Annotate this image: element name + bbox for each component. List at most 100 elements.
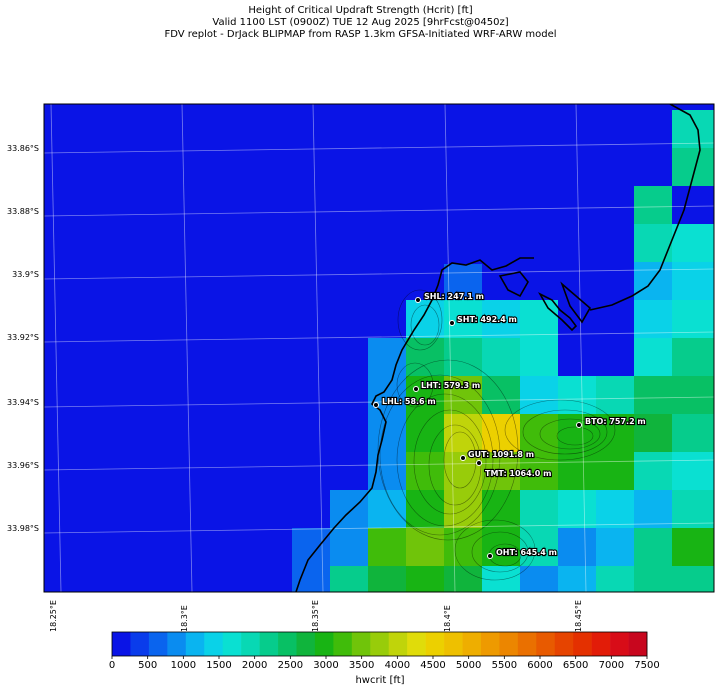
hcrit-cell <box>558 528 596 566</box>
longitude-gridline <box>444 104 456 592</box>
lat-tick-label: 33.86°S <box>7 144 39 153</box>
lat-tick-label: 33.98°S <box>7 524 39 533</box>
latitude-gridline <box>44 331 714 343</box>
station-label: OHT: 645.4 m <box>496 548 557 557</box>
colorbar-tick-label: 6000 <box>527 660 553 671</box>
hcrit-cell <box>368 338 406 376</box>
colorbar-swatch <box>628 632 648 656</box>
hcrit-cell <box>596 414 634 452</box>
colorbar-tick-label: 1500 <box>206 660 232 671</box>
hcrit-cell <box>596 566 634 592</box>
station-label: LHT: 579.3 m <box>421 381 480 390</box>
hcrit-cell <box>330 566 368 592</box>
hcrit-cell <box>672 490 714 528</box>
colorbar-tick-label: 6500 <box>562 660 589 671</box>
longitude-gridline <box>181 104 193 592</box>
station-marker <box>373 402 379 408</box>
contour-line <box>379 374 501 536</box>
hcrit-cell <box>406 490 444 528</box>
hcrit-cell <box>482 414 520 452</box>
hcrit-cell <box>558 490 596 528</box>
colorbar-tick-label: 4500 <box>420 660 446 671</box>
hcrit-cell <box>634 186 672 224</box>
colorbar-swatch <box>517 632 537 656</box>
hcrit-cell <box>406 414 444 452</box>
colorbar-tick-label: 3500 <box>348 660 375 671</box>
colorbar-swatch <box>425 632 445 656</box>
hcrit-cell <box>406 338 444 376</box>
contour-line <box>397 289 443 351</box>
lon-tick-label: 18.3°E <box>180 605 189 632</box>
colorbar-tick-label: 7000 <box>598 660 625 671</box>
hcrit-cell <box>444 490 482 528</box>
colorbar-swatch <box>112 632 131 656</box>
hcrit-cell <box>558 566 596 592</box>
hcrit-cell <box>444 528 482 566</box>
station-label: GUT: 1091.8 m <box>468 450 534 459</box>
colorbar-tick-label: 5000 <box>455 660 482 671</box>
hcrit-cell <box>558 376 596 414</box>
hcrit-cell <box>520 338 558 376</box>
lon-tick-label: 18.4°E <box>443 605 452 632</box>
hcrit-cell <box>368 566 406 592</box>
lat-tick-label: 33.9°S <box>12 270 39 279</box>
colorbar-swatch <box>278 632 297 656</box>
hcrit-cell <box>482 566 520 592</box>
colorbar-swatch <box>222 632 242 656</box>
colorbar-swatch <box>591 632 611 656</box>
hcrit-cell <box>596 452 634 490</box>
colorbar-swatch <box>573 632 592 656</box>
contour-line <box>377 359 519 541</box>
hcrit-cell <box>520 414 558 452</box>
hcrit-cell <box>482 376 520 414</box>
station-marker <box>576 422 582 428</box>
colorbar-swatch <box>204 632 223 656</box>
hcrit-cell <box>520 452 558 490</box>
colorbar-swatch <box>610 632 629 656</box>
hcrit-cell <box>482 452 520 490</box>
hcrit-cell <box>672 110 714 148</box>
title-line-2: Valid 1100 LST (0900Z) TUE 12 Aug 2025 [… <box>212 17 509 28</box>
hcrit-cell <box>444 566 482 592</box>
colorbar-tick-label: 1000 <box>170 660 197 671</box>
station-marker <box>413 386 419 392</box>
hcrit-cell <box>520 490 558 528</box>
hcrit-cell <box>520 566 558 592</box>
lat-tick-label: 33.94°S <box>7 398 39 407</box>
hcrit-cell <box>444 300 482 338</box>
hcrit-cell <box>634 376 714 414</box>
longitude-gridline <box>50 104 62 592</box>
hcrit-cell <box>482 528 520 566</box>
lon-tick-label: 18.35°E <box>311 600 320 632</box>
colorbar-swatch <box>259 632 279 656</box>
hcrit-cell <box>634 490 672 528</box>
colorbar-swatch <box>296 632 316 656</box>
colorbar-swatch <box>480 632 500 656</box>
lon-tick-label: 18.45°E <box>574 600 583 632</box>
terrain-contours <box>377 289 616 581</box>
colorbar-tick-label: 0 <box>108 660 116 671</box>
hcrit-cell <box>444 376 482 414</box>
lon-tick-label: 18.25°E <box>49 600 58 632</box>
hcrit-cell <box>672 224 714 262</box>
hcrit-cell <box>406 452 444 490</box>
colorbar-label: hwcrit [ft] <box>355 675 405 686</box>
latitude-gridline <box>44 142 714 154</box>
title-line-3: FDV replot - DrJack BLIPMAP from RASP 1.… <box>164 29 557 40</box>
title-line-1: Height of Critical Updraft Strength (Hcr… <box>248 5 473 16</box>
hcrit-cell <box>672 528 714 566</box>
hcrit-cell <box>634 338 672 376</box>
hcrit-cell <box>672 452 714 490</box>
station-marker <box>449 320 455 326</box>
hcrit-cell <box>292 528 330 566</box>
hcrit-cell <box>520 528 558 566</box>
hcrit-cell <box>482 300 520 338</box>
hcrit-cell <box>634 262 672 300</box>
colorbar-swatch <box>370 632 390 656</box>
hcrit-cell <box>330 490 368 528</box>
station-marker <box>476 460 482 466</box>
colorbar-swatch <box>388 632 408 656</box>
station-label: BTO: 757.2 m <box>585 417 646 426</box>
hcrit-cell <box>444 264 482 302</box>
hcrit-cell <box>634 300 672 338</box>
